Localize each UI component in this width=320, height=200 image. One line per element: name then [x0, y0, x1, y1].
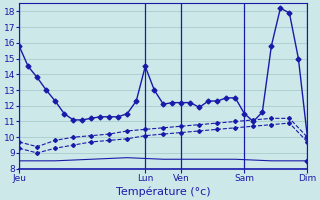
- X-axis label: Température (°c): Température (°c): [116, 186, 211, 197]
